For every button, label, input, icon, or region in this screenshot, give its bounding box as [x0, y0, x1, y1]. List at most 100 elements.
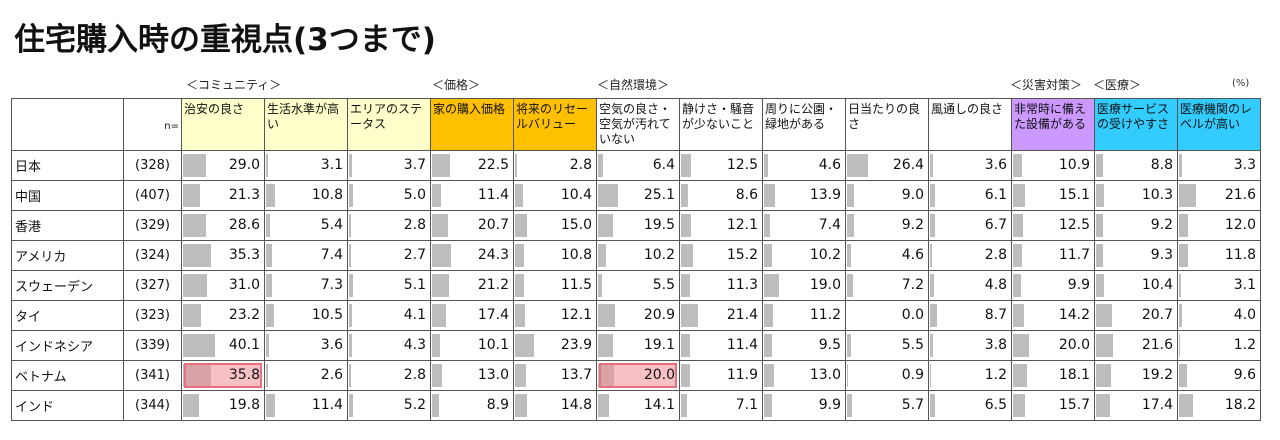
value-cell: 9.2	[1094, 210, 1178, 241]
column-header: エリアのステータス	[347, 98, 431, 151]
value-bar	[1013, 394, 1026, 417]
value-label: 12.0	[1224, 217, 1256, 233]
value-bar	[266, 244, 272, 267]
value-bar	[1096, 334, 1114, 357]
value-bar	[183, 184, 200, 207]
value-cell: 8.7	[928, 300, 1012, 331]
value-cell: 10.5	[264, 300, 348, 331]
value-cell: 21.3	[181, 180, 265, 211]
value-bar	[1096, 274, 1105, 297]
value-label: 6.5	[984, 397, 1007, 413]
value-bar	[847, 214, 855, 237]
header-row: n= 治安の良さ 生活水準が高い エリアのステータス 家の購入価格 将来のリセールバリュ…	[11, 98, 1261, 151]
value-cell: 19.5	[596, 210, 680, 241]
value-cell: 13.0	[430, 360, 514, 391]
value-bar	[349, 364, 352, 387]
value-cell: 20.9	[596, 300, 680, 331]
value-label: 15.7	[1058, 397, 1090, 413]
value-bar	[681, 154, 691, 177]
value-cell: 2.8	[347, 360, 431, 391]
value-bar	[183, 304, 202, 327]
value-label: 20.7	[1141, 307, 1173, 323]
value-cell: 0.0	[845, 300, 929, 331]
value-cell: 10.8	[513, 240, 597, 271]
sample-size-cell: (344)	[123, 390, 182, 421]
value-bar	[432, 274, 449, 297]
value-label: 15.0	[560, 217, 592, 233]
table-body: 日本 (328) 29.0 3.1 3.7 22.5 2.8 6.4 12.5 4.6 26.4 3.…	[11, 150, 1261, 421]
value-label: 5.2	[403, 397, 426, 413]
value-cell: 1.2	[928, 360, 1012, 391]
value-bar	[266, 184, 275, 207]
group-label-community: ＜コミュニティ＞	[186, 78, 282, 92]
value-label: 15.1	[1058, 187, 1090, 203]
country-cell: インドネシア	[11, 330, 124, 361]
value-cell: 9.3	[1094, 240, 1178, 271]
sample-size-cell: (341)	[123, 360, 182, 391]
value-cell: 35.3	[181, 240, 265, 271]
value-cell: 6.5	[928, 390, 1012, 421]
value-label: 20.9	[643, 307, 675, 323]
value-bar	[930, 394, 936, 417]
value-cell: 9.6	[1177, 360, 1261, 391]
value-cell: 4.8	[928, 270, 1012, 301]
value-label: 8.9	[486, 397, 509, 413]
value-bar	[598, 394, 610, 417]
value-bar	[598, 274, 603, 297]
value-label: 13.7	[560, 367, 592, 383]
value-label: 3.6	[320, 337, 343, 353]
country-cell: スウェーデン	[11, 270, 124, 301]
column-header: 将来のリセールバリュー	[513, 98, 597, 151]
highlight-box	[599, 363, 677, 388]
value-label: 2.8	[984, 247, 1007, 263]
value-cell: 12.1	[513, 300, 597, 331]
value-cell: 13.0	[762, 360, 846, 391]
table-row: 中国 (407) 21.3 10.8 5.0 11.4 10.4 25.1 8.6 13.9 9.0…	[11, 180, 1261, 211]
value-label: 9.3	[1150, 247, 1173, 263]
value-cell: 23.2	[181, 300, 265, 331]
country-cell: 中国	[11, 180, 124, 211]
value-label: 19.0	[809, 277, 841, 293]
value-bar	[681, 274, 690, 297]
sample-size-cell: (407)	[123, 180, 182, 211]
value-cell: 4.0	[1177, 300, 1261, 331]
column-header: 空気の良さ・空気が汚れていない	[596, 98, 680, 151]
n-header: n=	[123, 98, 182, 151]
value-cell: 21.6	[1094, 330, 1178, 361]
value-bar	[432, 214, 449, 237]
value-label: 31.0	[228, 277, 260, 293]
sample-size-cell: (324)	[123, 240, 182, 271]
value-cell: 5.4	[264, 210, 348, 241]
value-cell: 3.3	[1177, 150, 1261, 181]
value-cell: 11.9	[679, 360, 763, 391]
value-label: 10.3	[1141, 187, 1173, 203]
value-label: 21.3	[228, 187, 260, 203]
value-cell: 6.1	[928, 180, 1012, 211]
value-bar	[847, 244, 851, 267]
value-cell: 18.2	[1177, 390, 1261, 421]
value-label: 23.2	[228, 307, 260, 323]
corner-cell	[11, 98, 124, 151]
table-row: 香港 (329) 28.6 5.4 2.8 20.7 15.0 19.5 12.1 7.4 9.2 6…	[11, 210, 1261, 241]
value-cell: 22.5	[430, 150, 514, 181]
value-cell: 40.1	[181, 330, 265, 361]
value-cell: 2.7	[347, 240, 431, 271]
value-label: 17.4	[1141, 397, 1173, 413]
value-cell: 8.9	[430, 390, 514, 421]
value-cell: 20.7	[430, 210, 514, 241]
value-label: 10.1	[477, 337, 509, 353]
value-cell: 28.6	[181, 210, 265, 241]
value-bar	[1096, 364, 1112, 387]
value-bar	[515, 184, 524, 207]
value-label: 10.9	[1058, 157, 1090, 173]
value-bar	[349, 184, 353, 207]
value-label: 3.3	[1233, 157, 1256, 173]
value-bar	[183, 394, 199, 417]
value-cell: 5.2	[347, 390, 431, 421]
value-cell: 5.0	[347, 180, 431, 211]
value-label: 29.0	[228, 157, 260, 173]
value-label: 12.1	[726, 217, 758, 233]
value-cell: 11.7	[1011, 240, 1095, 271]
page-title: 住宅購入時の重視点(3つまで)	[14, 22, 436, 58]
value-bar	[598, 154, 604, 177]
